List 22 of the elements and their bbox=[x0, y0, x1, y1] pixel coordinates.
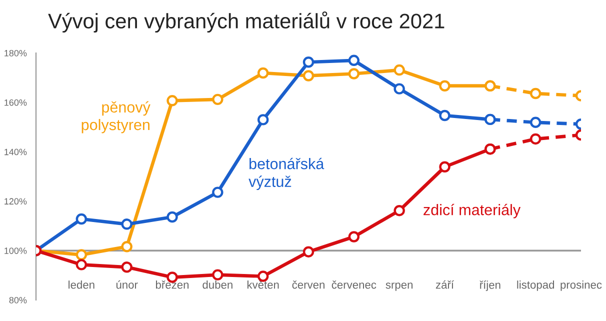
x-tick-label: prosinec bbox=[560, 280, 602, 291]
series-label: betonářská výztuž bbox=[248, 158, 324, 190]
x-tick-label: květen bbox=[247, 280, 279, 289]
x-tick-label: březen bbox=[156, 280, 189, 289]
x-tick-label: červen bbox=[292, 280, 324, 289]
y-tick-label: 80% bbox=[9, 296, 27, 304]
y-tick-label: 100% bbox=[4, 248, 27, 254]
y-tick-label: 160% bbox=[4, 99, 27, 106]
x-tick-label: červenec bbox=[332, 280, 376, 289]
x-tick-label: srpen bbox=[386, 282, 413, 291]
series-label: pěnový polystyren bbox=[82, 101, 150, 134]
y-tick-label: 120% bbox=[4, 198, 27, 205]
x-tick-label: duben bbox=[202, 280, 232, 289]
x-tick-label: leden bbox=[68, 280, 94, 289]
series-label: zdicí materiály bbox=[424, 204, 521, 218]
x-tick-label: říjen bbox=[480, 280, 500, 292]
x-tick-label: únor bbox=[116, 280, 138, 289]
x-tick-label: září bbox=[436, 280, 454, 289]
x-tick-label: listopad bbox=[517, 280, 554, 291]
y-tick-label: 140% bbox=[4, 148, 27, 156]
y-tick-label: 180% bbox=[4, 50, 27, 56]
chart-title: Vývoj cen vybraných materiálů v roce 2021 bbox=[48, 11, 444, 33]
